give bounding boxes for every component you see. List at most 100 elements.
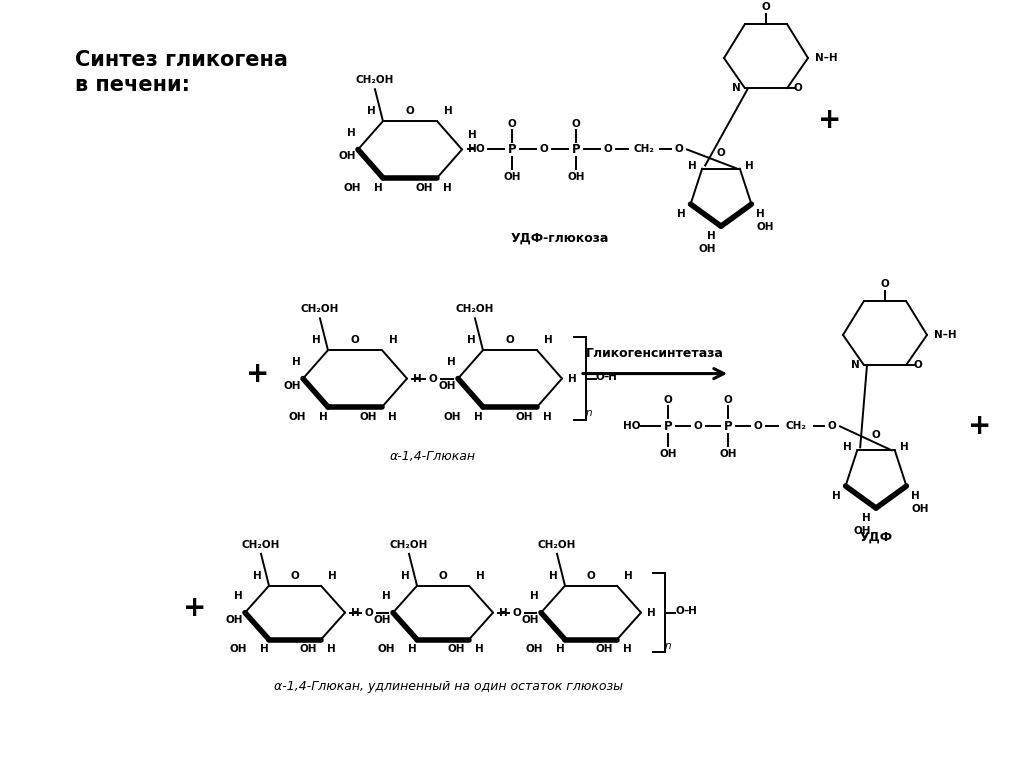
Text: OH: OH <box>289 412 306 422</box>
Text: O: O <box>475 144 484 154</box>
Text: P: P <box>508 143 516 156</box>
Text: H: H <box>292 357 301 367</box>
Text: O: O <box>754 421 763 431</box>
Text: CH₂OH: CH₂OH <box>390 540 428 550</box>
Text: HO: HO <box>623 421 640 431</box>
Text: H: H <box>476 571 484 581</box>
Text: OH: OH <box>521 614 539 624</box>
Text: H: H <box>374 183 382 193</box>
Text: +: + <box>818 106 842 133</box>
Text: O: O <box>350 335 359 345</box>
Text: H: H <box>475 644 483 654</box>
Text: OH: OH <box>596 644 613 654</box>
Text: H: H <box>318 412 328 422</box>
Text: H: H <box>388 412 396 422</box>
Text: H: H <box>389 335 397 345</box>
Text: H: H <box>530 591 539 601</box>
Text: N: N <box>851 360 860 370</box>
Text: N–H: N–H <box>934 330 956 340</box>
Text: H: H <box>844 443 852 453</box>
Text: O: O <box>587 571 595 581</box>
Text: Гликогенсинтетаза: Гликогенсинтетаза <box>586 347 724 360</box>
Text: H: H <box>234 591 243 601</box>
Text: O: O <box>871 430 881 440</box>
Text: H: H <box>556 644 564 654</box>
Text: H: H <box>862 513 871 523</box>
Text: CH₂OH: CH₂OH <box>456 304 495 314</box>
Text: H: H <box>688 160 697 170</box>
Text: OH: OH <box>449 644 466 654</box>
Text: УДФ-глюкоза: УДФ-глюкоза <box>511 231 609 244</box>
Text: H: H <box>351 607 359 617</box>
Text: OH: OH <box>659 449 677 459</box>
Text: O: O <box>506 335 514 345</box>
Text: CH₂OH: CH₂OH <box>301 304 339 314</box>
Text: OH: OH <box>853 526 871 536</box>
Text: O: O <box>508 119 516 129</box>
Text: H: H <box>744 160 754 170</box>
Text: +: + <box>247 360 269 387</box>
Text: O: O <box>540 144 549 154</box>
Text: O: O <box>428 374 437 384</box>
Text: H: H <box>623 644 632 654</box>
Text: H: H <box>327 644 336 654</box>
Text: OH: OH <box>911 504 929 514</box>
Text: CH₂OH: CH₂OH <box>242 540 281 550</box>
Text: H: H <box>312 335 321 345</box>
Text: H: H <box>757 209 765 219</box>
Text: OH: OH <box>229 644 247 654</box>
Text: в печени:: в печени: <box>75 74 190 95</box>
Text: O: O <box>794 84 803 94</box>
Text: H: H <box>328 571 337 581</box>
Text: H: H <box>677 209 685 219</box>
Text: OH: OH <box>719 449 736 459</box>
Text: α-1,4-Глюкан: α-1,4-Глюкан <box>389 450 475 463</box>
Text: H: H <box>368 106 376 116</box>
Text: O: O <box>717 149 725 159</box>
Text: –H: –H <box>683 606 697 616</box>
Text: O: O <box>664 396 673 406</box>
Text: OH: OH <box>225 614 243 624</box>
Text: O: O <box>693 421 702 431</box>
Text: CH₂OH: CH₂OH <box>355 75 394 85</box>
Text: +: + <box>183 594 207 621</box>
Text: H: H <box>549 571 558 581</box>
Text: OH: OH <box>300 644 317 654</box>
Text: H: H <box>401 571 410 581</box>
Text: n: n <box>665 640 672 650</box>
Text: α-1,4-Глюкан, удлиненный на один остаток глюкозы: α-1,4-Глюкан, удлиненный на один остаток… <box>273 680 623 693</box>
Text: H: H <box>647 607 655 617</box>
Text: H: H <box>408 644 417 654</box>
Text: H: H <box>499 607 508 617</box>
Text: H: H <box>473 412 482 422</box>
Text: CH₂: CH₂ <box>785 421 807 431</box>
Text: OH: OH <box>698 244 716 254</box>
Text: O: O <box>513 607 521 617</box>
Text: O: O <box>675 144 683 154</box>
Text: OH: OH <box>339 151 356 162</box>
Text: –H: –H <box>604 371 617 381</box>
Text: OH: OH <box>515 412 532 422</box>
Text: H: H <box>624 571 633 581</box>
Text: O: O <box>762 2 770 12</box>
Text: OH: OH <box>343 183 360 193</box>
Text: H: H <box>911 491 921 501</box>
Text: OH: OH <box>438 380 456 390</box>
Text: H: H <box>467 335 476 345</box>
Text: O: O <box>438 571 447 581</box>
Text: H: H <box>900 443 908 453</box>
Text: H: H <box>413 374 422 384</box>
Text: O: O <box>571 119 581 129</box>
Text: +: + <box>969 413 991 440</box>
Text: OH: OH <box>415 183 432 193</box>
Text: H: H <box>831 491 841 501</box>
Text: H: H <box>382 591 391 601</box>
Text: O: O <box>827 421 837 431</box>
Text: OH: OH <box>443 412 461 422</box>
Text: OH: OH <box>567 173 585 183</box>
Text: H: H <box>568 374 577 384</box>
Text: O: O <box>724 396 732 406</box>
Text: OH: OH <box>374 614 391 624</box>
Text: O: O <box>881 279 890 289</box>
Text: H: H <box>253 571 262 581</box>
